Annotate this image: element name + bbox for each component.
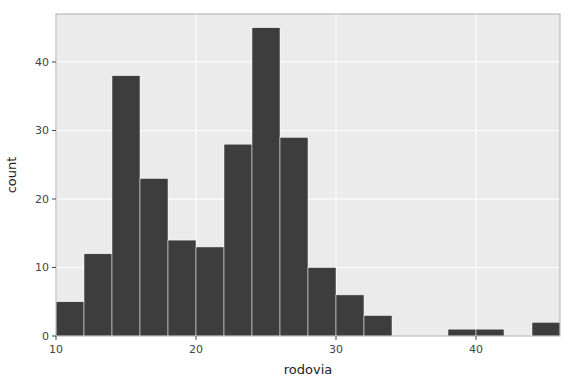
histogram-bar [140, 178, 168, 336]
histogram-bar [196, 247, 224, 336]
histogram-bar [532, 322, 560, 336]
page: {"chart_data": {"type": "histogram", "bi… [0, 0, 576, 384]
bars [56, 28, 560, 336]
histogram-bar [84, 254, 112, 336]
plot-background [56, 14, 560, 336]
x-tick-label: 40 [469, 343, 483, 356]
plot-frame [56, 14, 560, 336]
y-tick-label: 10 [35, 261, 49, 274]
axes: 10203040010203040 [35, 56, 483, 356]
y-tick-label: 30 [35, 124, 49, 137]
chart-container: 10203040010203040rodoviacount [0, 0, 576, 384]
y-tick [52, 130, 56, 131]
y-tick-label: 40 [35, 56, 49, 69]
x-tick [476, 336, 477, 340]
histogram-bar [56, 302, 84, 336]
y-tick [52, 267, 56, 268]
x-tick-label: 30 [329, 343, 343, 356]
y-tick-label: 0 [42, 330, 49, 343]
y-tick [52, 61, 56, 62]
histogram-bar [252, 28, 280, 336]
x-tick-label: 20 [189, 343, 203, 356]
histogram-bar [364, 315, 392, 336]
histogram-bar [336, 295, 364, 336]
x-tick [56, 336, 57, 340]
histogram-bar [112, 76, 140, 336]
histogram-bar [280, 137, 308, 336]
x-tick-label: 10 [49, 343, 63, 356]
y-axis-label: count [4, 157, 19, 194]
y-tick [52, 336, 56, 337]
x-tick [196, 336, 197, 340]
grid [56, 14, 560, 336]
histogram-bar [224, 144, 252, 336]
histogram-bar [308, 267, 336, 336]
y-tick [52, 198, 56, 199]
x-tick [336, 336, 337, 340]
grid-line-y [56, 61, 560, 62]
histogram-bar [448, 329, 476, 336]
chart-svg: 10203040010203040rodoviacount [0, 0, 576, 384]
histogram-bar [476, 329, 504, 336]
x-axis-label: rodovia [284, 362, 333, 377]
y-tick-label: 20 [35, 193, 49, 206]
histogram-bar [168, 240, 196, 336]
